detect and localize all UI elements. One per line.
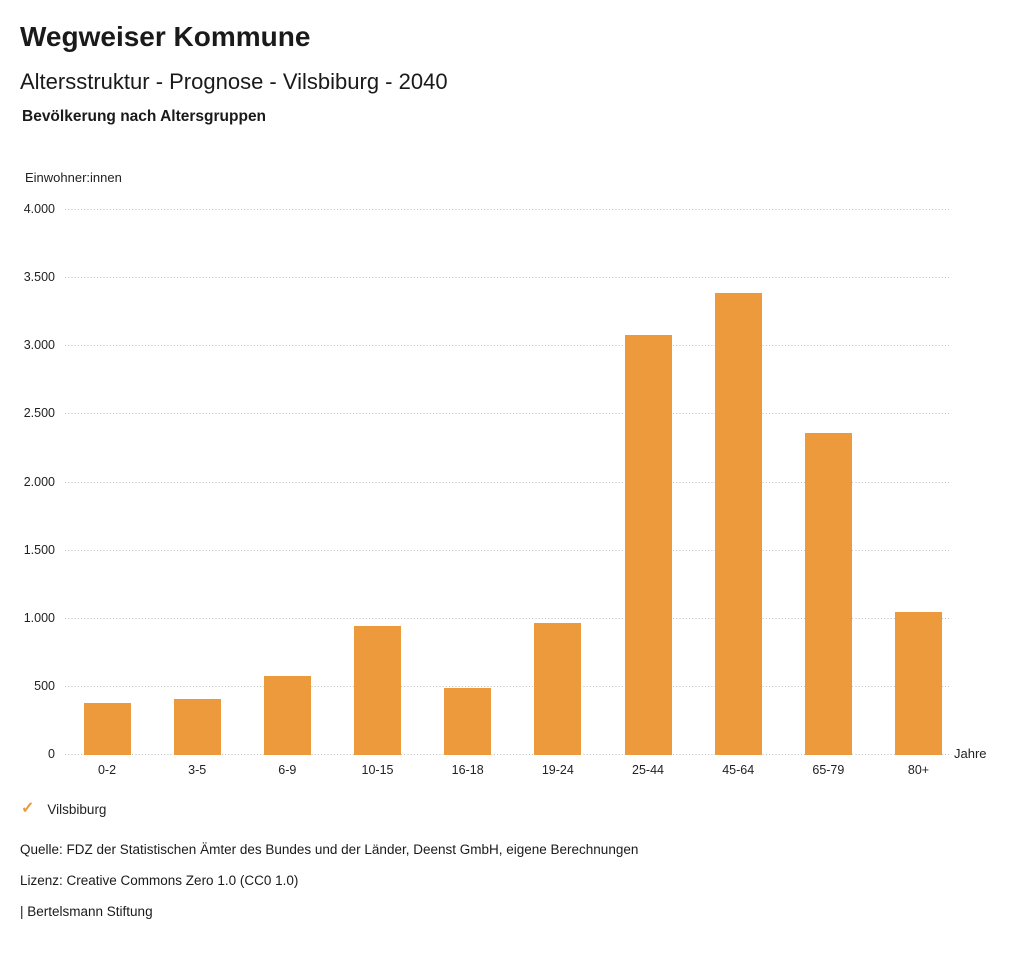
y-tick-label-2.000: 2.000	[23, 474, 55, 489]
bar-0-2[interactable]	[83, 703, 131, 756]
bar-10-15[interactable]	[354, 626, 401, 756]
y-tick-label-3.000: 3.000	[23, 338, 55, 353]
bar-6-9[interactable]	[263, 676, 311, 756]
x-tick-label-45-64: 45-64	[722, 763, 755, 778]
bar-19-24[interactable]	[534, 622, 582, 756]
x-tick-label-65-79: 65-79	[812, 763, 845, 778]
x-tick-label-19-24: 19-24	[541, 763, 574, 778]
x-tick-label-0-2: 0-2	[97, 763, 117, 778]
bar-16-18[interactable]	[444, 688, 492, 756]
plot-area: Jahre 0 500 1.000 1.500 2.000 2.500 3.000 3.500…	[24, 202, 987, 777]
bar-chart: Einwohner:innen Jahre 0 500 1.000 1.500 2.00…	[20, 125, 1004, 785]
x-axis-title: Jahre	[954, 746, 987, 762]
legend-label: Vilsbiburg	[47, 801, 107, 817]
page-title: Wegweiser Kommune	[20, 21, 311, 52]
y-tick-label-3.500: 3.500	[23, 270, 55, 285]
x-tick-label-16-18: 16-18	[451, 763, 484, 778]
gridline-500: 500	[34, 679, 950, 693]
gridline-2.000: 2.000	[24, 475, 950, 489]
x-tick-label-6-9: 6-9	[278, 763, 297, 778]
bar-45-64[interactable]	[714, 293, 762, 756]
chart-subtitle: Bevölkerung nach Altersgruppen	[22, 107, 267, 125]
gridline-2.500: 2.500	[24, 406, 950, 420]
page-footer: Quelle: FDZ der Statistischen Ämter des …	[0, 841, 1024, 920]
y-tick-label-1.000: 1.000	[23, 610, 55, 625]
x-tick-label-10-15: 10-15	[361, 763, 394, 778]
chart-title: Altersstruktur - Prognose - Vilsbiburg -…	[20, 68, 448, 94]
page-header: Wegweiser Kommune Altersstruktur - Progn…	[0, 21, 1024, 125]
gridline-3.500: 3.500	[24, 270, 950, 284]
x-tick-label-3-5: 3-5	[188, 763, 207, 778]
bar-80+[interactable]	[895, 611, 943, 756]
x-tick-label-80+: 80+	[907, 763, 930, 778]
gridline-0: 0	[48, 747, 950, 761]
bar-3-5[interactable]	[173, 698, 221, 756]
source-line: Quelle: FDZ der Statistischen Ämter des …	[20, 842, 639, 858]
gridline-3.000: 3.000	[24, 338, 950, 352]
legend-item-vilsbiburg[interactable]: ✓ Vilsbiburg	[21, 801, 1024, 817]
y-axis-title: Einwohner:innen	[25, 170, 122, 186]
y-tick-label-0: 0	[48, 747, 55, 762]
y-tick-label-4.000: 4.000	[23, 202, 55, 217]
gridline-1.500: 1.500	[24, 543, 950, 557]
y-tick-label-1.500: 1.500	[23, 542, 55, 557]
gridline-4.000: 4.000	[24, 202, 950, 216]
license-line: Lizenz: Creative Commons Zero 1.0 (CC0 1…	[20, 873, 299, 889]
y-tick-label-2.500: 2.500	[23, 406, 55, 421]
bar-25-44[interactable]	[624, 335, 672, 756]
bar-65-79[interactable]	[804, 432, 852, 756]
check-icon: ✓	[21, 800, 35, 818]
attribution-line: | Bertelsmann Stiftung	[20, 904, 153, 920]
gridline-1.000: 1.000	[24, 611, 950, 625]
y-tick-label-500: 500	[34, 678, 55, 693]
x-tick-label-25-44: 25-44	[632, 763, 665, 778]
